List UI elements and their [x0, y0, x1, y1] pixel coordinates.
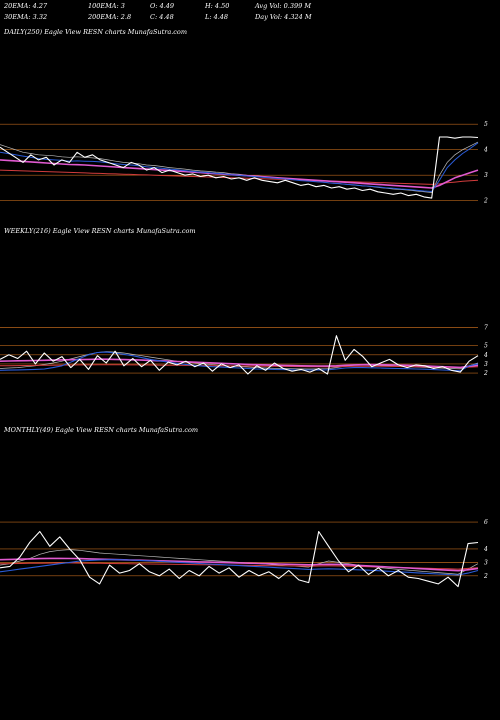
open-readout: O: 4.49 [150, 2, 175, 10]
daily-chart-title: DAILY(250) Eagle View RESN charts Munafa… [4, 28, 187, 36]
daily-y-tick-label: 3 [484, 172, 488, 179]
weekly-ema-red-line [0, 364, 479, 369]
close-readout: C: 4.48 [150, 13, 174, 21]
weekly-y-tick-label: 5 [484, 343, 488, 350]
weekly-price-line [0, 335, 479, 375]
weekly-y-tick-label: 7 [484, 324, 488, 331]
day-volume-readout: Day Vol: 4.324 M [255, 13, 312, 21]
daily-chart: 5 4 3 2 [0, 121, 488, 205]
weekly-y-tick-label: 4 [483, 352, 488, 359]
low-readout: L: 4.48 [205, 13, 229, 21]
daily-ema-blue-line [0, 142, 479, 192]
monthly-y-tick-label: 3 [484, 559, 488, 566]
monthly-y-tick-label: 4 [483, 546, 488, 553]
daily-y-tick-label: 2 [483, 198, 488, 205]
monthly-chart-title: MONTHLY(49) Eagle View RESN charts Munaf… [4, 426, 199, 434]
daily-ema-grey-line [0, 141, 479, 193]
ema20-readout: 20EMA: 4.27 [4, 2, 48, 10]
monthly-chart: 6 4 3 2 [0, 519, 488, 588]
daily-price-line [0, 136, 479, 199]
monthly-ema-pink-line [0, 557, 479, 572]
high-readout: H: 4.50 [205, 2, 230, 10]
monthly-ema-blue-line [0, 559, 479, 576]
weekly-y-tick-label: 3 [484, 361, 488, 368]
ema200-readout: 200EMA: 2.8 [88, 13, 132, 21]
weekly-chart-title: WEEKLY(216) Eagle View RESN charts Munaf… [4, 227, 196, 235]
ema30-readout: 30EMA: 3.32 [4, 13, 48, 21]
weekly-ema-blue-line [0, 351, 479, 372]
weekly-y-tick-label: 2 [483, 370, 488, 377]
monthly-price-line [0, 530, 479, 588]
monthly-y-tick-label: 6 [484, 519, 488, 526]
weekly-chart: 7 5 4 3 2 [0, 324, 488, 377]
ema100-readout: 100EMA: 3 [88, 2, 125, 10]
daily-y-tick-label: 5 [484, 121, 488, 128]
daily-y-tick-label: 4 [483, 147, 488, 154]
avg-volume-readout: Avg Vol: 0.399 M [255, 2, 312, 10]
monthly-y-tick-label: 2 [483, 573, 488, 580]
